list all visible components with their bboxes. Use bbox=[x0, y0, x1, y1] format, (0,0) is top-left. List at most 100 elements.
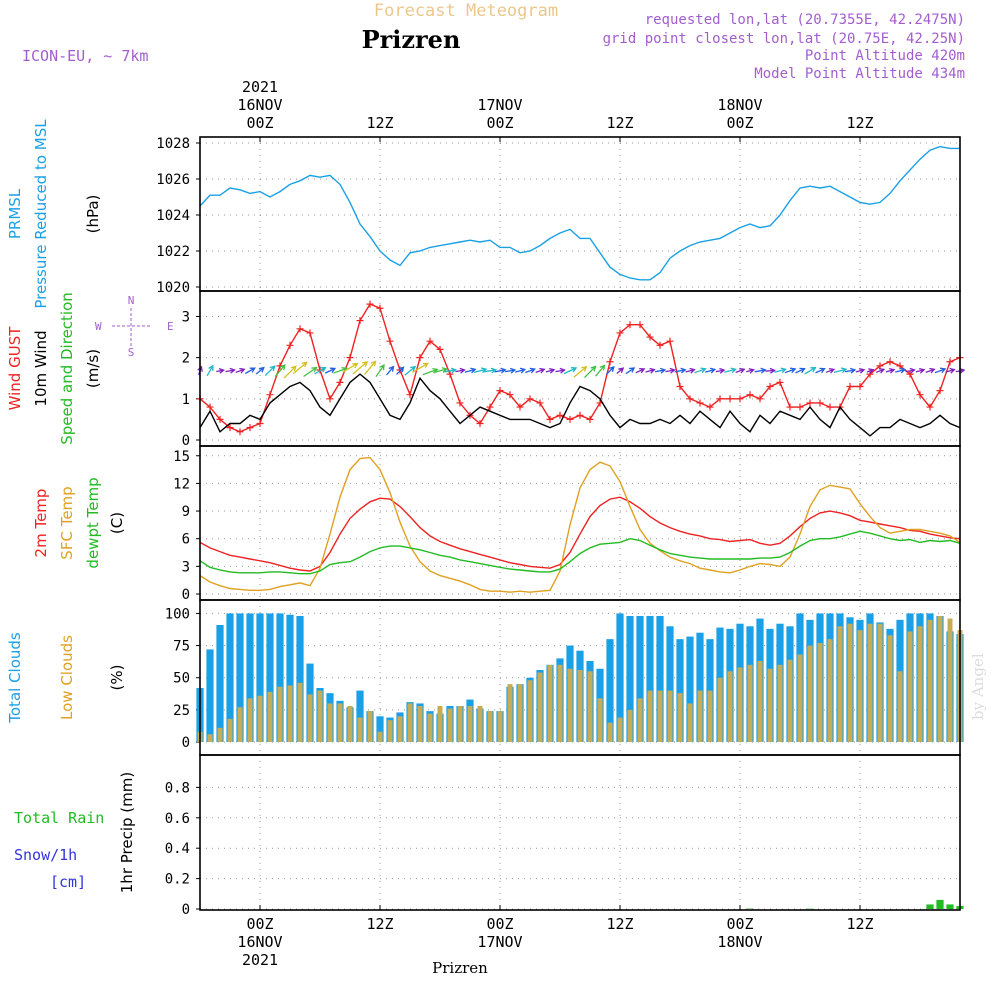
bar-low-clouds bbox=[707, 690, 713, 742]
wind-arrow bbox=[945, 367, 956, 374]
bar-low-clouds bbox=[937, 616, 943, 742]
wind-arrow bbox=[274, 364, 286, 377]
bar-total-rain bbox=[806, 908, 814, 910]
wind-arrow bbox=[342, 362, 359, 373]
gust-marker bbox=[816, 399, 824, 407]
gust-marker bbox=[786, 403, 794, 411]
y-axis-label: SFC Temp bbox=[58, 486, 76, 559]
wind-arrow bbox=[235, 367, 246, 374]
gust-marker bbox=[356, 317, 364, 325]
gust-marker bbox=[266, 391, 274, 399]
bar-low-clouds bbox=[437, 706, 443, 742]
wind-arrow bbox=[555, 367, 566, 374]
y-tick-label: 0 bbox=[182, 587, 190, 603]
gust-marker bbox=[216, 415, 224, 423]
point-altitude: Point Altitude 420m bbox=[805, 48, 965, 64]
gust-marker bbox=[886, 358, 894, 366]
bar-low-clouds bbox=[377, 731, 383, 742]
bar-low-clouds bbox=[907, 631, 913, 742]
bar-low-clouds bbox=[877, 623, 883, 742]
gust-marker bbox=[826, 403, 834, 411]
bar-low-clouds bbox=[467, 706, 473, 742]
y-axis-label: dewpt Temp bbox=[84, 477, 102, 568]
wind-arrow bbox=[804, 367, 817, 375]
time-label-top: 16NOV bbox=[237, 96, 282, 114]
chart-title: Prizren bbox=[362, 25, 461, 54]
gust-marker bbox=[406, 391, 414, 399]
y-tick-label: 50 bbox=[173, 671, 190, 687]
series-line-dewpt-temp bbox=[199, 530, 961, 575]
bar-low-clouds bbox=[657, 690, 663, 742]
y-tick-label: 0.2 bbox=[165, 872, 190, 888]
bar-low-clouds bbox=[547, 664, 553, 742]
wind-arrow bbox=[504, 367, 517, 374]
bar-low-clouds bbox=[537, 672, 543, 742]
bar-total-rain bbox=[746, 908, 754, 910]
gust-marker bbox=[546, 415, 554, 423]
wind-arrow bbox=[324, 367, 337, 374]
gust-marker bbox=[496, 387, 504, 395]
wind-arrow bbox=[616, 367, 625, 374]
bar-low-clouds bbox=[287, 685, 293, 742]
bar-low-clouds bbox=[237, 707, 243, 742]
requested-coords: requested lon,lat (20.7355E, 42.2475N) bbox=[645, 12, 965, 28]
time-label-bottom: 2021 bbox=[242, 951, 278, 969]
gust-marker bbox=[806, 399, 814, 407]
gust-marker bbox=[286, 341, 294, 349]
time-label-bottom: 16NOV bbox=[237, 933, 282, 951]
bar-low-clouds bbox=[847, 623, 853, 742]
wind-arrow bbox=[473, 367, 488, 374]
wind-arrow bbox=[825, 367, 836, 374]
bar-total-clouds bbox=[676, 639, 684, 742]
wind-arrow bbox=[855, 367, 866, 374]
time-label-top: 12Z bbox=[366, 114, 393, 132]
bar-low-clouds bbox=[357, 717, 363, 742]
gust-marker bbox=[716, 395, 724, 403]
gust-marker bbox=[776, 378, 784, 386]
time-label-bottom: 00Z bbox=[486, 915, 513, 933]
bar-total-clouds bbox=[636, 616, 644, 742]
gust-marker bbox=[756, 395, 764, 403]
gust-marker bbox=[456, 399, 464, 407]
y-tick-label: 0 bbox=[182, 735, 190, 751]
gust-marker bbox=[736, 395, 744, 403]
gust-marker bbox=[706, 403, 714, 411]
bar-low-clouds bbox=[857, 630, 863, 742]
bar-total-clouds bbox=[656, 616, 664, 742]
wind-arrow bbox=[595, 364, 606, 377]
bar-low-clouds bbox=[807, 645, 813, 742]
wind-arrow bbox=[715, 367, 726, 374]
wind-arrow bbox=[705, 367, 717, 374]
bar-total-clouds bbox=[276, 613, 284, 742]
gust-marker bbox=[486, 403, 494, 411]
bar-total-clouds bbox=[206, 649, 214, 742]
wind-arrow bbox=[364, 360, 377, 375]
wind-arrow bbox=[292, 361, 308, 374]
gust-marker bbox=[606, 358, 614, 366]
bar-low-clouds bbox=[507, 684, 513, 742]
wind-arrow bbox=[925, 367, 936, 374]
gust-marker bbox=[376, 304, 384, 312]
y-axis-label: PRMSL bbox=[6, 188, 24, 239]
gust-marker bbox=[946, 358, 954, 366]
bar-low-clouds bbox=[867, 623, 873, 742]
time-label-top: 00Z bbox=[246, 114, 273, 132]
precip-legend-label: [cm] bbox=[50, 873, 86, 891]
y-tick-label: 15 bbox=[173, 449, 190, 465]
wind-arrow bbox=[844, 367, 857, 374]
bar-total-clouds bbox=[236, 613, 244, 742]
wind-arrow bbox=[225, 367, 236, 374]
bar-low-clouds bbox=[797, 654, 803, 742]
wind-arrow bbox=[934, 367, 947, 374]
time-label-top: 00Z bbox=[726, 114, 753, 132]
wind-arrow bbox=[654, 367, 667, 374]
bar-low-clouds bbox=[897, 671, 903, 742]
compass-s: S bbox=[128, 346, 135, 359]
bar-low-clouds bbox=[397, 716, 403, 742]
wind-arrow bbox=[905, 367, 916, 374]
y-tick-label: 0.6 bbox=[165, 811, 190, 827]
compass-cross bbox=[112, 308, 152, 346]
gust-marker bbox=[256, 420, 264, 428]
bar-low-clouds bbox=[557, 664, 563, 742]
